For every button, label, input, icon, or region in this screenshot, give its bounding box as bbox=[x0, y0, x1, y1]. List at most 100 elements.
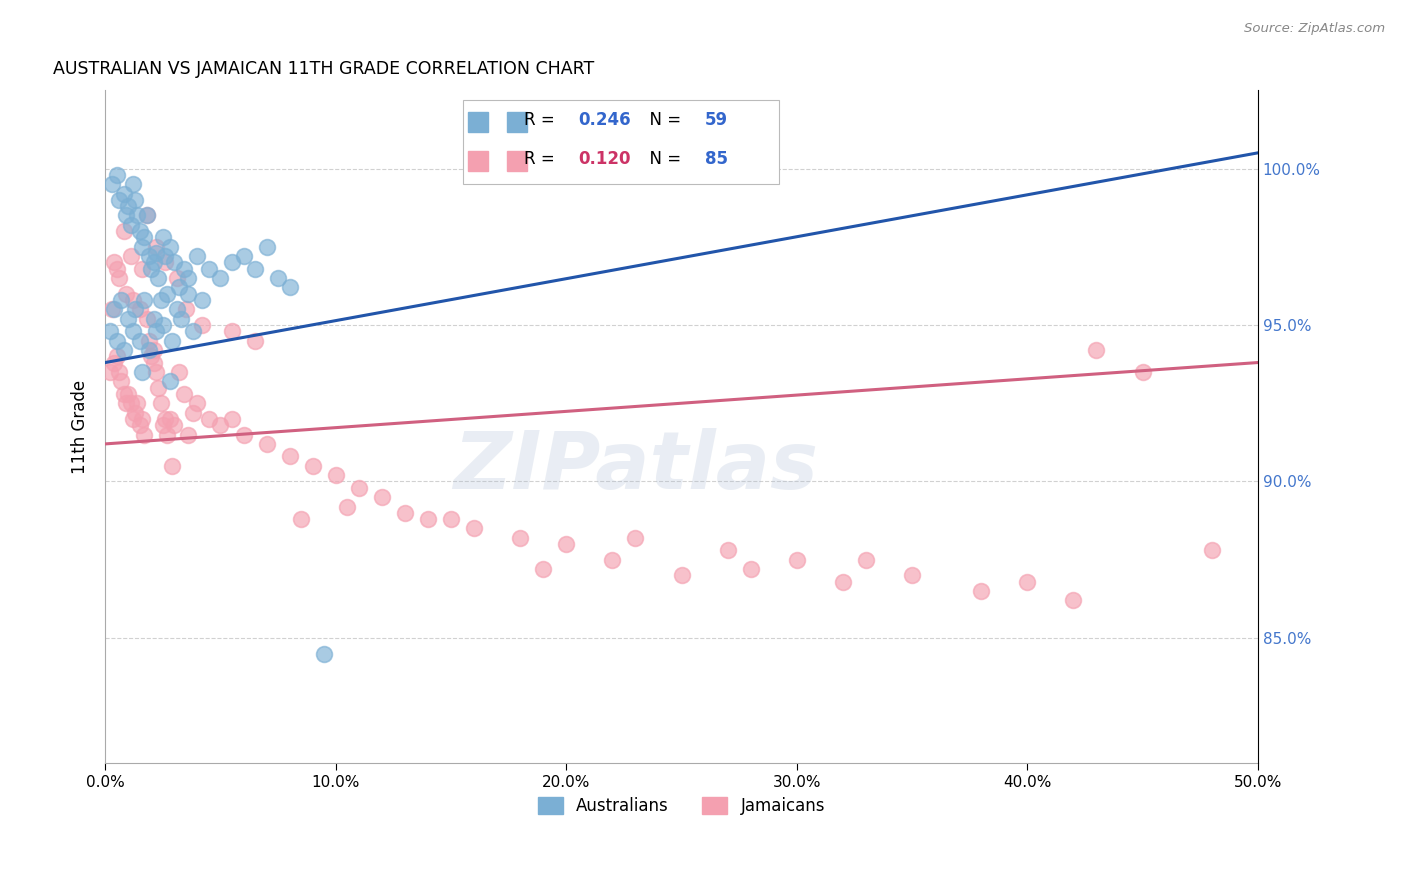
Point bbox=[101, 302, 124, 317]
Point bbox=[555, 537, 578, 551]
Point bbox=[103, 255, 125, 269]
Point bbox=[717, 543, 740, 558]
Y-axis label: 11th Grade: 11th Grade bbox=[72, 380, 89, 474]
Point bbox=[98, 365, 121, 379]
Text: R =: R = bbox=[523, 150, 560, 168]
Point bbox=[166, 302, 188, 317]
Point bbox=[152, 418, 174, 433]
Point bbox=[198, 412, 221, 426]
Point bbox=[159, 374, 181, 388]
Point bbox=[160, 334, 183, 348]
Point bbox=[347, 481, 370, 495]
Point bbox=[153, 412, 176, 426]
Point bbox=[138, 249, 160, 263]
Point bbox=[122, 324, 145, 338]
Point bbox=[243, 261, 266, 276]
Point bbox=[131, 365, 153, 379]
Point bbox=[970, 584, 993, 599]
Point bbox=[141, 261, 163, 276]
Point bbox=[167, 280, 190, 294]
Point bbox=[145, 324, 167, 338]
Point bbox=[120, 218, 142, 232]
Point bbox=[124, 406, 146, 420]
Point bbox=[110, 293, 132, 307]
Point bbox=[152, 318, 174, 332]
FancyBboxPatch shape bbox=[463, 101, 779, 185]
Point bbox=[221, 255, 243, 269]
Point bbox=[232, 427, 254, 442]
Legend: Australians, Jamaicans: Australians, Jamaicans bbox=[531, 790, 832, 822]
Point bbox=[142, 343, 165, 357]
Text: 59: 59 bbox=[704, 111, 728, 129]
Point bbox=[267, 271, 290, 285]
Point bbox=[134, 427, 156, 442]
Point bbox=[142, 255, 165, 269]
Text: 0.120: 0.120 bbox=[578, 150, 630, 168]
Point bbox=[855, 552, 877, 566]
Point bbox=[170, 311, 193, 326]
Point bbox=[128, 302, 150, 317]
Point bbox=[1201, 543, 1223, 558]
Point bbox=[145, 365, 167, 379]
Point bbox=[131, 261, 153, 276]
Point bbox=[124, 193, 146, 207]
Point bbox=[221, 324, 243, 338]
Point bbox=[1132, 365, 1154, 379]
Point bbox=[108, 193, 131, 207]
Point bbox=[602, 552, 624, 566]
Text: ZIPatlas: ZIPatlas bbox=[453, 428, 818, 506]
Point bbox=[135, 209, 157, 223]
Point bbox=[138, 334, 160, 348]
Point bbox=[138, 343, 160, 357]
Point bbox=[156, 427, 179, 442]
Point bbox=[120, 396, 142, 410]
Point bbox=[671, 568, 693, 582]
Point bbox=[232, 249, 254, 263]
Point bbox=[624, 531, 647, 545]
Point bbox=[127, 209, 149, 223]
Point bbox=[148, 381, 170, 395]
Point bbox=[135, 209, 157, 223]
Point bbox=[177, 427, 200, 442]
Point bbox=[209, 418, 232, 433]
Point bbox=[112, 387, 135, 401]
Point bbox=[173, 387, 195, 401]
Text: Source: ZipAtlas.com: Source: ZipAtlas.com bbox=[1244, 22, 1385, 36]
Point bbox=[256, 240, 278, 254]
Text: N =: N = bbox=[638, 150, 686, 168]
Point bbox=[181, 324, 204, 338]
Point bbox=[142, 355, 165, 369]
Point bbox=[108, 365, 131, 379]
Point bbox=[160, 458, 183, 473]
Point bbox=[112, 186, 135, 201]
Point bbox=[174, 302, 197, 317]
Point bbox=[117, 387, 139, 401]
Point bbox=[105, 261, 128, 276]
Point bbox=[463, 521, 485, 535]
Point bbox=[166, 271, 188, 285]
Point bbox=[325, 468, 347, 483]
Point bbox=[1017, 574, 1039, 589]
Point bbox=[108, 271, 131, 285]
Point bbox=[115, 396, 138, 410]
Point bbox=[124, 302, 146, 317]
Point bbox=[181, 406, 204, 420]
Point bbox=[131, 240, 153, 254]
Point bbox=[243, 334, 266, 348]
Point bbox=[134, 230, 156, 244]
Text: R =: R = bbox=[523, 111, 560, 129]
Point bbox=[105, 349, 128, 363]
Point bbox=[156, 286, 179, 301]
Point bbox=[153, 255, 176, 269]
Point bbox=[901, 568, 924, 582]
Point bbox=[831, 574, 853, 589]
Point bbox=[1085, 343, 1108, 357]
Point bbox=[105, 168, 128, 182]
Point bbox=[163, 418, 186, 433]
Text: 0.246: 0.246 bbox=[578, 111, 630, 129]
Point bbox=[163, 255, 186, 269]
Point bbox=[786, 552, 808, 566]
Text: 85: 85 bbox=[704, 150, 727, 168]
Point bbox=[278, 280, 301, 294]
Point bbox=[98, 324, 121, 338]
